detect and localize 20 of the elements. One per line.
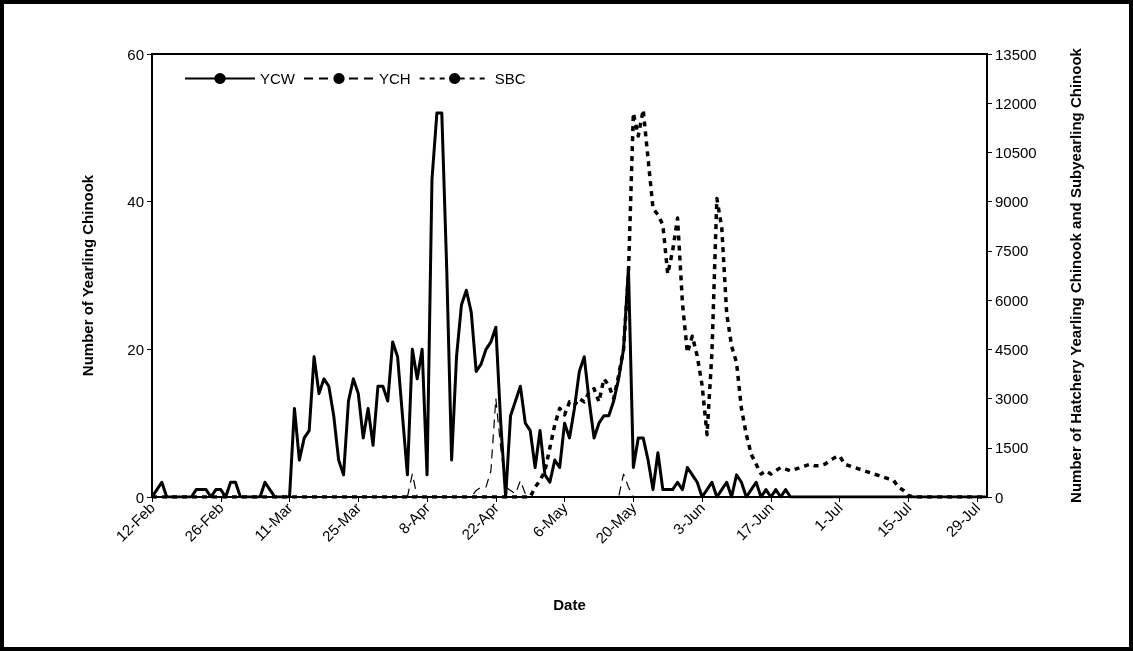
y2-tick-label: 10500 bbox=[995, 143, 1037, 161]
x-axis-title: Date bbox=[553, 596, 586, 613]
y2-tick-label: 9000 bbox=[995, 193, 1029, 211]
legend-label: YCW bbox=[260, 70, 296, 87]
y-tick-label: 20 bbox=[127, 340, 144, 358]
y-tick-label: 60 bbox=[127, 45, 144, 63]
y2-axis-title: Number of Hatchery Yearling Chinook and Subyearling Chinook bbox=[1066, 47, 1084, 503]
y2-tick-label: 12000 bbox=[995, 94, 1037, 112]
legend-label: YCH bbox=[379, 70, 411, 87]
legend-label: SBC bbox=[494, 70, 526, 87]
y-axis-title: Number of Yearling Chinook bbox=[78, 174, 96, 377]
y2-tick-label: 13500 bbox=[995, 45, 1037, 63]
y-tick-label: 40 bbox=[127, 193, 144, 211]
y2-tick-label: 3000 bbox=[995, 390, 1029, 408]
y2-tick-label: 1500 bbox=[995, 439, 1029, 457]
y2-tick-label: 7500 bbox=[995, 242, 1029, 260]
y-tick-label: 0 bbox=[135, 488, 144, 506]
y2-tick-label: 6000 bbox=[995, 291, 1029, 309]
y2-tick-label: 4500 bbox=[995, 340, 1029, 358]
y2-tick-label: 0 bbox=[995, 488, 1004, 506]
